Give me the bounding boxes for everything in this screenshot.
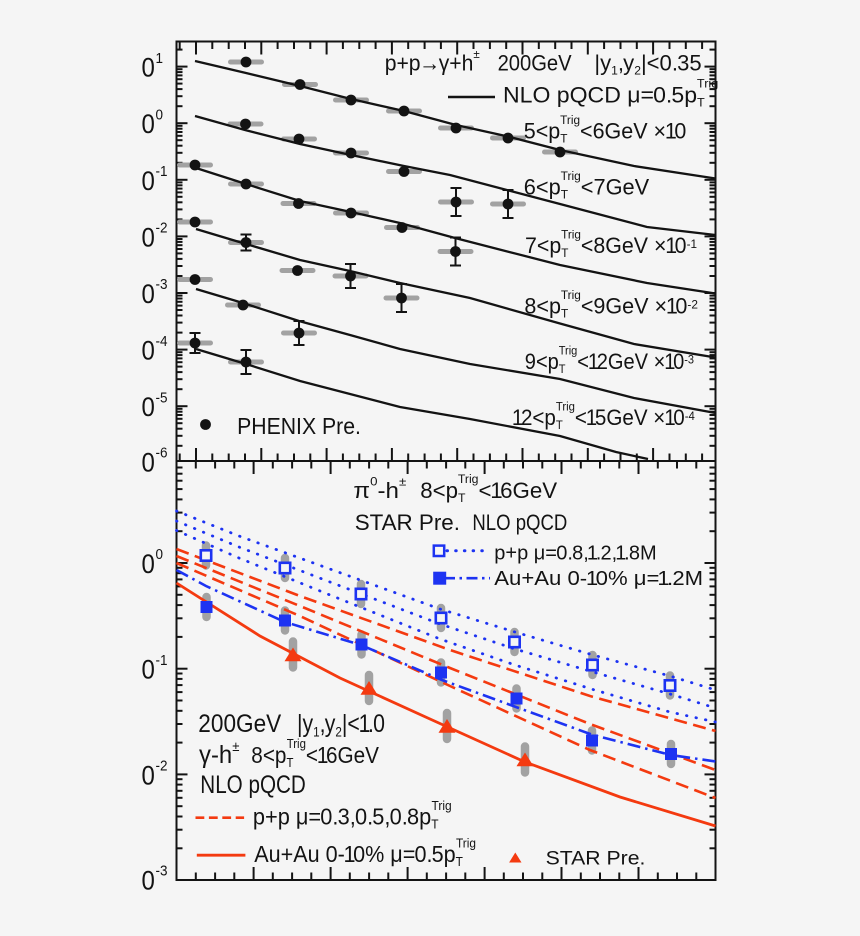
svg-text:NLO pQCD μ=0.5pTTrig: NLO pQCD μ=0.5pTTrig [503,77,718,109]
svg-text:8<pTTrig<16GeV: 8<pTTrig<16GeV [251,737,379,770]
svg-text:5<pTTrig<6GeV ×10: 5<pTTrig<6GeV ×10 [524,113,687,146]
svg-text:0: 0 [156,107,164,124]
svg-text:12<pTTrig<15GeV ×10-4: 12<pTTrig<15GeV ×10-4 [512,399,695,432]
svg-text:|y1,y2|<1.0: |y1,y2|<1.0 [297,710,385,740]
svg-text:-6: -6 [156,445,168,462]
svg-text:|y1,y2|<0.35: |y1,y2|<0.35 [594,50,701,77]
svg-text:-2: -2 [156,220,168,237]
svg-text:PHENIX Pre.: PHENIX Pre. [237,413,361,439]
svg-text:7<pTTrig<8GeV ×10-1: 7<pTTrig<8GeV ×10-1 [525,227,697,260]
svg-text:p+p→γ+h±: p+p→γ+h± [385,47,480,76]
svg-text:-3: -3 [156,863,168,880]
svg-text:π0-h±: π0-h± [353,474,406,503]
svg-text:p+p μ=0.8,1.2,1.8M: p+p μ=0.8,1.2,1.8M [494,542,656,564]
svg-text:8<pTTrig<16GeV: 8<pTTrig<16GeV [420,472,557,505]
svg-text:-1: -1 [156,163,168,180]
svg-text:γ-h±: γ-h± [199,739,239,770]
svg-text:200GeV: 200GeV [198,710,281,738]
svg-text:0: 0 [141,280,154,310]
svg-text:0: 0 [141,53,154,83]
svg-text:0: 0 [156,547,164,564]
svg-text:Au+Au 0-10% μ=0.5pTTrig: Au+Au 0-10% μ=0.5pTTrig [254,836,476,869]
svg-text:p+p μ=0.3,0.5,0.8pTTrig: p+p μ=0.3,0.5,0.8pTTrig [253,799,452,832]
svg-text:200GeV: 200GeV [498,51,573,76]
svg-text:0: 0 [141,448,154,478]
svg-text:8<pTTrig<9GeV ×10-2: 8<pTTrig<9GeV ×10-2 [524,288,698,321]
svg-text:0: 0 [141,393,154,423]
svg-text:0: 0 [141,336,154,366]
svg-text:0: 0 [141,167,154,197]
svg-text:-3: -3 [156,277,168,294]
svg-text:0: 0 [141,761,154,791]
svg-text:0: 0 [141,866,154,896]
svg-text:-1: -1 [156,652,168,669]
svg-text:STAR Pre.: STAR Pre. [546,848,646,869]
svg-text:-4: -4 [156,333,168,350]
svg-text:NLO pQCD: NLO pQCD [200,770,306,798]
svg-text:0: 0 [141,110,154,140]
svg-text:NLO pQCD: NLO pQCD [472,510,567,535]
svg-text:0: 0 [141,550,154,580]
svg-text:-5: -5 [156,390,168,407]
svg-text:9<pTTrig<12GeV ×10-3: 9<pTTrig<12GeV ×10-3 [525,344,694,376]
svg-text:STAR Pre.: STAR Pre. [355,510,460,535]
svg-text:6<pTTrig<7GeV: 6<pTTrig<7GeV [524,169,650,202]
svg-text:Au+Au 0-10% μ=1.2M: Au+Au 0-10% μ=1.2M [494,568,703,590]
svg-text:0: 0 [141,223,154,253]
svg-text:0: 0 [141,655,154,685]
svg-text:1: 1 [156,50,164,67]
svg-text:-2: -2 [156,758,168,775]
